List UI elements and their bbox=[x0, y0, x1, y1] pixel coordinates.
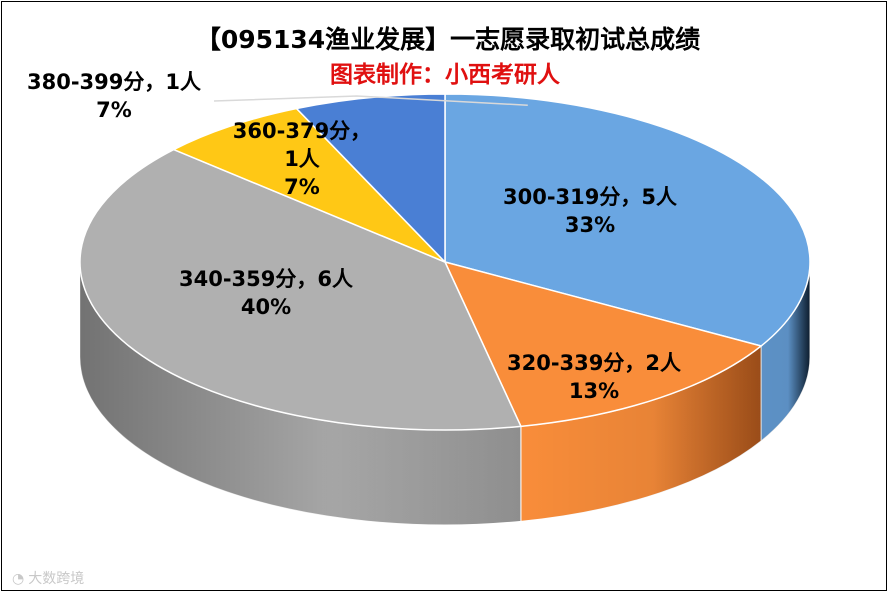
pie-slices bbox=[79, 93, 811, 431]
pie-slice-1 bbox=[443, 260, 763, 428]
slice-label-0: 300-319分，5人 33% bbox=[503, 185, 677, 237]
watermark: ◔ 大数跨境 bbox=[12, 568, 84, 588]
slice-label-3: 360-379分， 1人 7% bbox=[233, 119, 371, 199]
pie-slice-4 bbox=[295, 93, 446, 264]
slice-label-1: 320-339分，2人 13% bbox=[507, 351, 681, 403]
pie-side-shading bbox=[80, 262, 810, 525]
leader-lines bbox=[213, 95, 528, 106]
watermark-text: 大数跨境 bbox=[28, 571, 85, 587]
slice-label-4: 380-399分，1人 7% bbox=[27, 70, 201, 122]
chart-subtitle: 图表制作：小西考研人 bbox=[330, 62, 561, 88]
leader-line-4 bbox=[213, 95, 528, 106]
slice-label-2: 340-359分，6人 40% bbox=[179, 267, 353, 319]
pie-slice-0 bbox=[444, 93, 811, 347]
slice-labels: 300-319分，5人 33% 320-339分，2人 13% 340-359分，6人 4… bbox=[27, 70, 681, 403]
chart-title: 【095134渔业发展】一志愿录取初试总成绩 bbox=[196, 25, 700, 54]
weibo-logo-icon: ◔ bbox=[12, 571, 25, 587]
pie-slice-3 bbox=[171, 107, 446, 263]
pie-slice-2 bbox=[79, 148, 523, 431]
